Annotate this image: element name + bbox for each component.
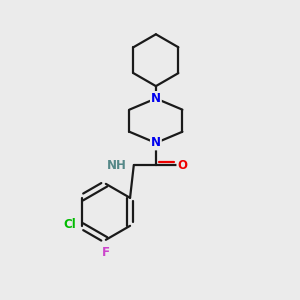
Text: N: N bbox=[151, 136, 161, 149]
Text: Cl: Cl bbox=[64, 218, 76, 231]
Text: N: N bbox=[151, 92, 161, 105]
Text: O: O bbox=[177, 158, 188, 172]
Text: NH: NH bbox=[106, 158, 126, 172]
Text: F: F bbox=[102, 246, 110, 259]
